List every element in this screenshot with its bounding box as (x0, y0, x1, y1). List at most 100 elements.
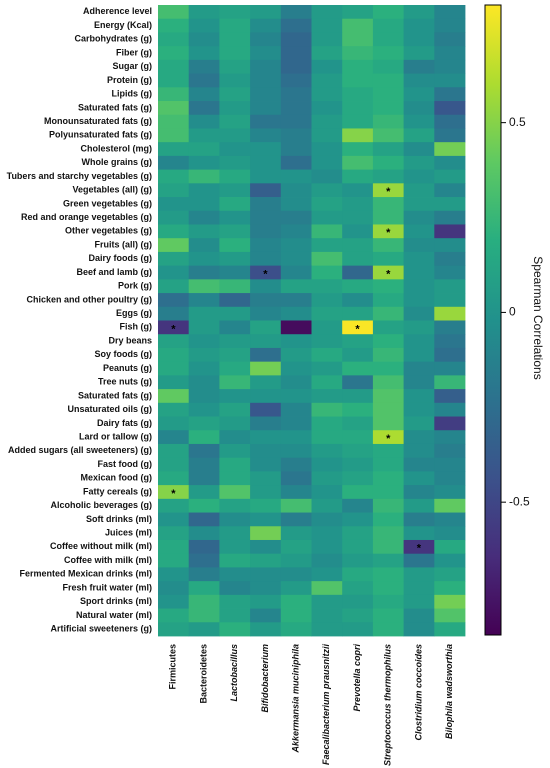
heatmap-cell (311, 142, 343, 157)
heatmap-cell (219, 594, 251, 609)
heatmap-cell (158, 101, 190, 116)
heatmap-cell (403, 361, 435, 376)
heatmap-cell (250, 114, 282, 129)
heatmap-cell (188, 183, 220, 198)
row-label: Peanuts (g) (103, 363, 152, 373)
heatmap-cell (311, 293, 343, 308)
heatmap-cell (250, 512, 282, 527)
heatmap-cell (403, 59, 435, 74)
heatmap-cell (434, 73, 466, 88)
heatmap-cell (158, 389, 190, 404)
heatmap-cell (342, 430, 374, 445)
heatmap-cell (372, 389, 404, 404)
heatmap-cell (158, 334, 190, 349)
heatmap-cell (372, 608, 404, 623)
heatmap-cell (311, 416, 343, 431)
heatmap-cell (434, 347, 466, 363)
heatmap-cell (403, 375, 435, 390)
heatmap-cell (434, 375, 466, 390)
heatmap-cell (158, 320, 190, 335)
heatmap-cell (219, 622, 251, 637)
row-label: Red and orange vegetables (g) (21, 212, 152, 222)
heatmap-cell (311, 594, 343, 609)
heatmap-cell (434, 608, 466, 623)
heatmap-cell (158, 375, 190, 390)
heatmap-cell (219, 59, 251, 74)
heatmap-cell (311, 430, 343, 445)
heatmap-cell (311, 347, 343, 363)
heatmap-cell (250, 361, 282, 376)
heatmap-cell (434, 155, 466, 171)
heatmap-cell (188, 361, 220, 376)
heatmap-cell (280, 59, 312, 74)
heatmap-cell (280, 361, 312, 376)
heatmap-cell (158, 512, 190, 527)
heatmap-cell (188, 18, 220, 33)
heatmap-cell (434, 32, 466, 47)
heatmap-cell (158, 46, 190, 61)
heatmap-cell (280, 581, 312, 596)
heatmap-cell (342, 46, 374, 61)
heatmap-cell (434, 197, 466, 212)
heatmap-cell (219, 375, 251, 390)
heatmap-cell (158, 224, 190, 239)
row-label: Soy foods (g) (95, 349, 153, 359)
heatmap-cell (158, 581, 190, 596)
heatmap-cell (403, 73, 435, 88)
heatmap-cell (342, 18, 374, 33)
heatmap-cell (403, 526, 435, 541)
heatmap-cell (372, 197, 404, 212)
heatmap-cell (219, 251, 251, 267)
heatmap-cell (188, 59, 220, 74)
heatmap-cell (403, 169, 435, 184)
heatmap-cell (188, 443, 220, 459)
heatmap-cell (188, 334, 220, 349)
heatmap-cell (250, 485, 282, 500)
heatmap-cell (403, 402, 435, 417)
row-label: Sport drinks (ml) (80, 596, 152, 606)
heatmap-cell (311, 334, 343, 349)
heatmap-cell (250, 87, 282, 102)
heatmap-cell (158, 608, 190, 623)
heatmap-cell (280, 210, 312, 225)
heatmap-cell (280, 389, 312, 404)
heatmap-cell (342, 210, 374, 225)
heatmap-cell (219, 443, 251, 459)
heatmap-cell (434, 128, 466, 143)
heatmap-cell (219, 46, 251, 61)
heatmap-cell (372, 114, 404, 129)
heatmap-cell (372, 142, 404, 157)
heatmap-cell (280, 334, 312, 349)
heatmap-cell (403, 210, 435, 225)
heatmap-cell (342, 142, 374, 157)
heatmap-cell (280, 402, 312, 417)
heatmap-cell (280, 183, 312, 198)
heatmap-cell (403, 306, 435, 321)
heatmap-cell (158, 594, 190, 609)
heatmap-cell (280, 224, 312, 239)
column-label: Firmicutes (168, 644, 178, 690)
heatmap-cell (311, 197, 343, 212)
heatmap-cell (403, 471, 435, 486)
heatmap-cell (372, 553, 404, 568)
heatmap-cell (434, 183, 466, 198)
heatmap-cell (372, 87, 404, 102)
heatmap-cell (219, 18, 251, 33)
colorbar-tick-label: 0.5 (509, 115, 526, 129)
colorbar-tick-label: -0.5 (509, 494, 530, 508)
heatmap-cell (434, 169, 466, 184)
heatmap-cell (219, 457, 251, 472)
row-label: Vegetables (all) (g) (72, 185, 152, 195)
heatmap-cell (250, 608, 282, 623)
heatmap-cell (219, 334, 251, 349)
heatmap-cell (403, 594, 435, 609)
heatmap-cell (250, 375, 282, 390)
heatmap-cell (403, 101, 435, 116)
heatmap-cell (311, 5, 343, 20)
heatmap-cell (342, 608, 374, 623)
row-label: Artificial sweeteners (g) (50, 624, 152, 634)
heatmap-cell (188, 87, 220, 102)
heatmap-cell (311, 46, 343, 61)
heatmap-cell (219, 183, 251, 198)
